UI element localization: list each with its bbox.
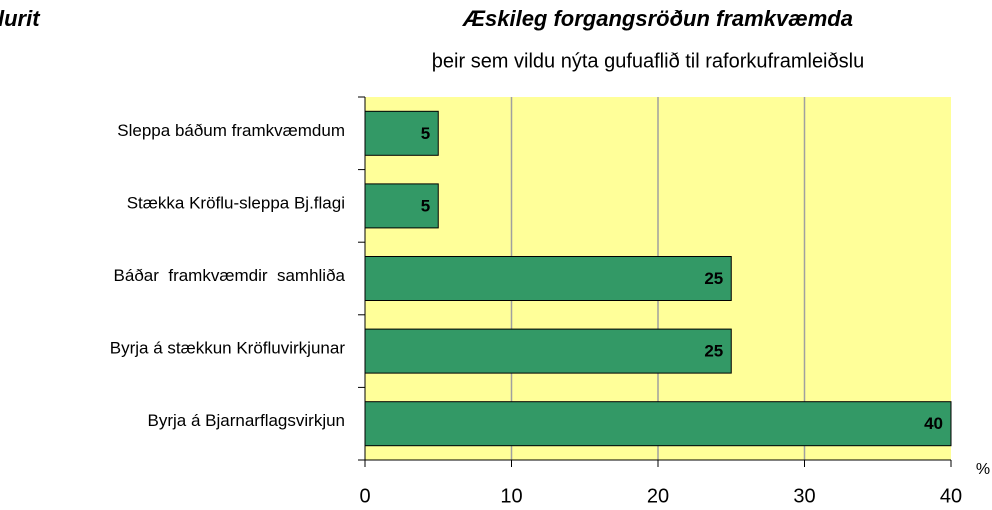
x-tick-label: 30: [793, 485, 815, 507]
y-tick-label: Byrja á stækkun Kröfluvirkjunar: [110, 339, 346, 358]
y-tick-label: Báðar framkvæmdir samhliða: [114, 266, 346, 285]
value-label: 25: [704, 269, 723, 288]
bar: [364, 401, 952, 447]
value-label: 5: [421, 124, 430, 143]
bar: [364, 110, 439, 156]
value-label: 25: [704, 342, 723, 361]
bar: [364, 183, 439, 229]
corner-text: lurit: [0, 6, 41, 31]
x-tick-label: 10: [500, 485, 522, 507]
x-tick-label: 20: [647, 485, 669, 507]
y-tick-label: Sleppa báðum framkvæmdum: [117, 121, 345, 140]
bar: [364, 328, 732, 374]
x-axis-label: %: [976, 461, 990, 478]
x-tick-label: 40: [940, 485, 962, 507]
x-tick-label: 0: [359, 485, 370, 507]
bar: [364, 256, 732, 301]
value-label: 40: [924, 414, 943, 433]
y-tick-label: Stækka Kröflu-sleppa Bj.flagi: [127, 193, 345, 212]
value-label: 5: [421, 196, 430, 215]
chart-title: Æskileg forgangsröðun framkvæmda: [461, 6, 853, 31]
chart-subtitle: þeir sem vildu nýta gufuaflið til rafork…: [432, 50, 864, 72]
y-tick-label: Byrja á Bjarnarflagsvirkjun: [148, 411, 345, 430]
